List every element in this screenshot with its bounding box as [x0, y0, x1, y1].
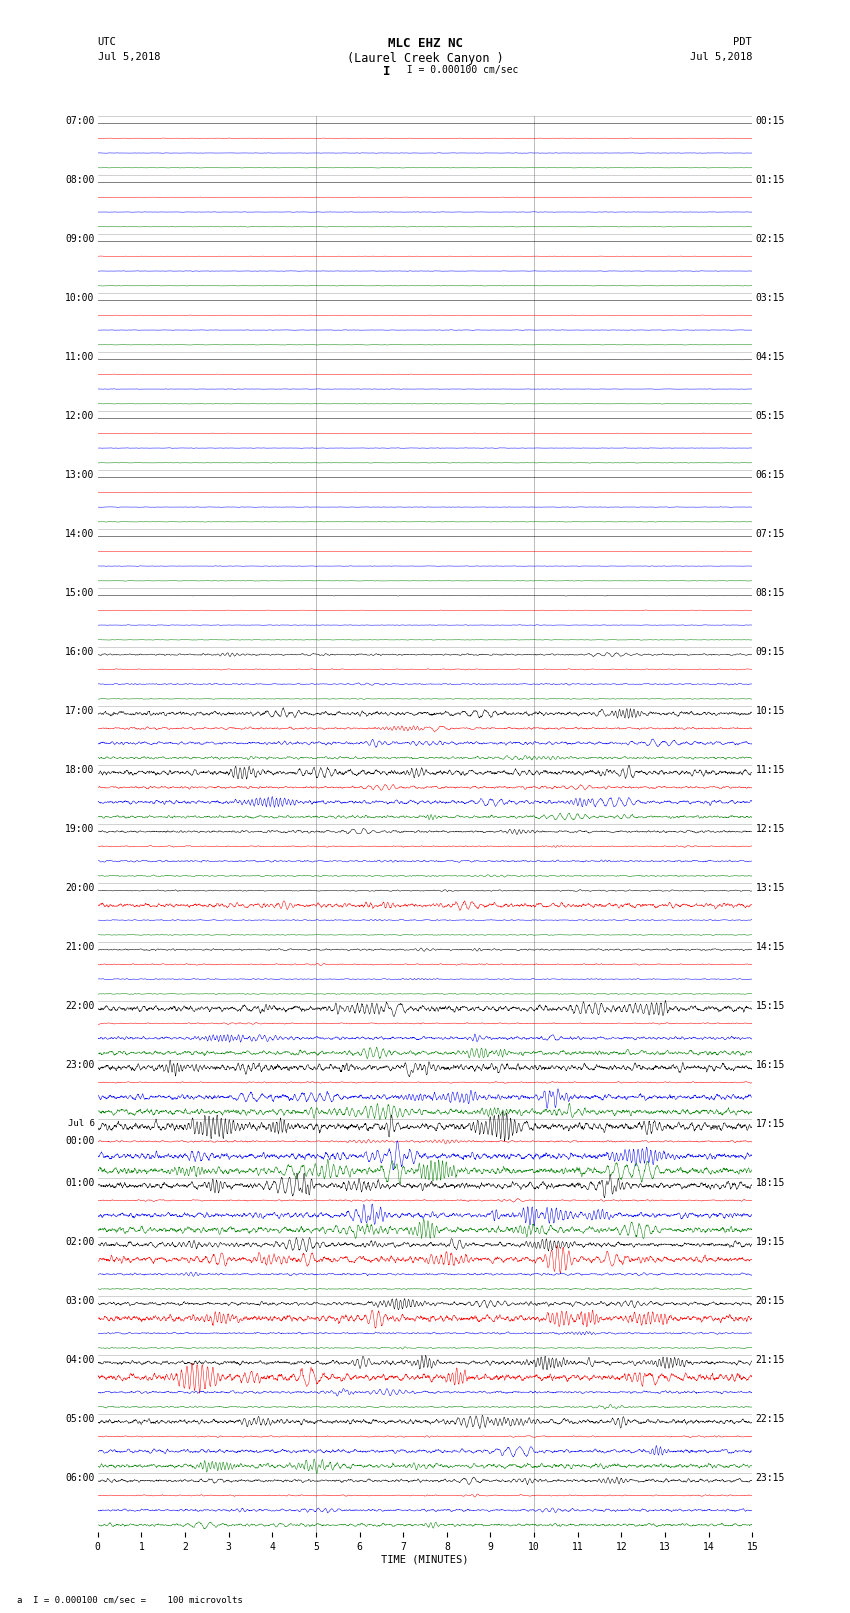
Text: a  I = 0.000100 cm/sec =    100 microvolts: a I = 0.000100 cm/sec = 100 microvolts [17, 1595, 243, 1605]
Text: 22:00: 22:00 [65, 1002, 94, 1011]
Text: 11:15: 11:15 [756, 765, 785, 776]
Text: MLC EHZ NC: MLC EHZ NC [388, 37, 462, 50]
Text: 19:00: 19:00 [65, 824, 94, 834]
Text: 21:15: 21:15 [756, 1355, 785, 1365]
Text: 15:00: 15:00 [65, 589, 94, 598]
Text: 06:00: 06:00 [65, 1473, 94, 1484]
Text: 23:15: 23:15 [756, 1473, 785, 1484]
Text: 05:00: 05:00 [65, 1415, 94, 1424]
Text: 16:15: 16:15 [756, 1060, 785, 1071]
Text: 10:00: 10:00 [65, 294, 94, 303]
Text: 13:00: 13:00 [65, 471, 94, 481]
Text: 05:15: 05:15 [756, 411, 785, 421]
Text: 02:15: 02:15 [756, 234, 785, 244]
Text: 10:15: 10:15 [756, 706, 785, 716]
Text: 23:00: 23:00 [65, 1060, 94, 1071]
Text: 00:00: 00:00 [65, 1136, 94, 1147]
Text: I: I [383, 65, 390, 77]
Text: Jul 5,2018: Jul 5,2018 [98, 52, 161, 61]
Text: 03:00: 03:00 [65, 1297, 94, 1307]
Text: PDT: PDT [734, 37, 752, 47]
Text: 18:00: 18:00 [65, 765, 94, 776]
Text: 20:15: 20:15 [756, 1297, 785, 1307]
Text: UTC: UTC [98, 37, 116, 47]
Text: 04:00: 04:00 [65, 1355, 94, 1365]
Text: 02:00: 02:00 [65, 1237, 94, 1247]
Text: 17:00: 17:00 [65, 706, 94, 716]
Text: 00:15: 00:15 [756, 116, 785, 126]
Text: 06:15: 06:15 [756, 471, 785, 481]
Text: 16:00: 16:00 [65, 647, 94, 656]
Text: 14:15: 14:15 [756, 942, 785, 952]
Text: 14:00: 14:00 [65, 529, 94, 539]
Text: 08:00: 08:00 [65, 176, 94, 185]
Text: 20:00: 20:00 [65, 884, 94, 894]
Text: 07:15: 07:15 [756, 529, 785, 539]
Text: 04:15: 04:15 [756, 352, 785, 363]
Text: 19:15: 19:15 [756, 1237, 785, 1247]
Text: Jul 6: Jul 6 [68, 1119, 94, 1127]
Text: 15:15: 15:15 [756, 1002, 785, 1011]
Text: 07:00: 07:00 [65, 116, 94, 126]
Text: 09:15: 09:15 [756, 647, 785, 656]
Text: 21:00: 21:00 [65, 942, 94, 952]
Text: 12:15: 12:15 [756, 824, 785, 834]
Text: 22:15: 22:15 [756, 1415, 785, 1424]
Text: 11:00: 11:00 [65, 352, 94, 363]
Text: 13:15: 13:15 [756, 884, 785, 894]
Text: 03:15: 03:15 [756, 294, 785, 303]
X-axis label: TIME (MINUTES): TIME (MINUTES) [382, 1555, 468, 1565]
Text: 18:15: 18:15 [756, 1177, 785, 1189]
Text: I = 0.000100 cm/sec: I = 0.000100 cm/sec [395, 65, 518, 74]
Text: 09:00: 09:00 [65, 234, 94, 244]
Text: (Laurel Creek Canyon ): (Laurel Creek Canyon ) [347, 52, 503, 65]
Text: 17:15: 17:15 [756, 1119, 785, 1129]
Text: Jul 5,2018: Jul 5,2018 [689, 52, 752, 61]
Text: 12:00: 12:00 [65, 411, 94, 421]
Text: 01:15: 01:15 [756, 176, 785, 185]
Text: 01:00: 01:00 [65, 1177, 94, 1189]
Text: 08:15: 08:15 [756, 589, 785, 598]
